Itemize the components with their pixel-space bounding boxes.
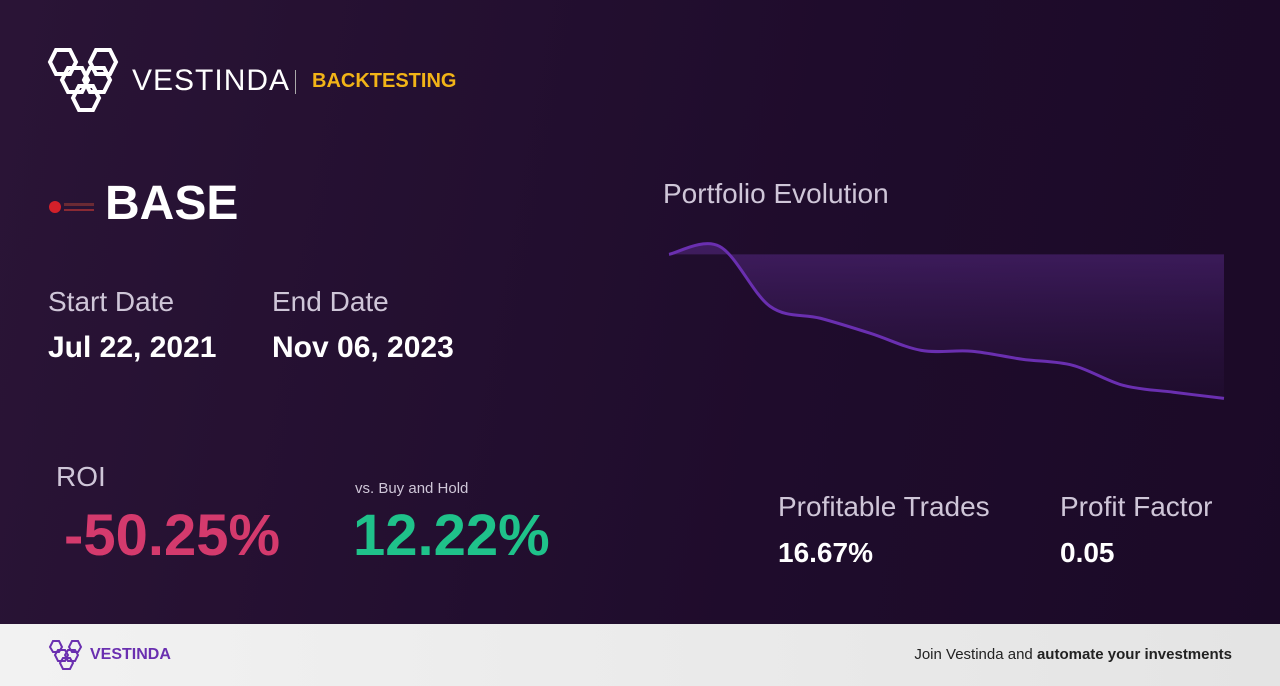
trades-value: 16.67% [778, 537, 873, 568]
portfolio-line [668, 242, 1225, 400]
end-date: Nov 06, 2023 [272, 331, 454, 364]
factor-value: 0.05 [1060, 537, 1115, 568]
logo [47, 48, 119, 112]
section: BACKTESTING [312, 70, 457, 92]
divider [295, 70, 296, 94]
start-label: Start Date [48, 286, 175, 317]
footer: VESTINDA Join Vestinda and automate your… [0, 624, 1280, 686]
start-date: Jul 22, 2021 [48, 331, 217, 364]
factor-label: Profit Factor [1060, 491, 1213, 522]
chart [668, 242, 1225, 400]
asset-icon [49, 201, 94, 213]
end-label: End Date [272, 286, 389, 317]
area-fill [669, 243, 1224, 399]
cta-bold: automate your investments [1036, 646, 1232, 663]
roi-label: ROI [56, 461, 106, 492]
trades-label: Profitable Trades [778, 491, 990, 522]
cta-text: Join Vestinda and [914, 646, 1037, 663]
footer-cta: Join Vestinda and automate your investme… [914, 646, 1232, 663]
footer-logo [48, 640, 83, 670]
roi-value: -50.25% [64, 503, 281, 568]
benchmark-label: vs. Buy and Hold [355, 480, 469, 497]
benchmark-value: 12.22% [353, 503, 550, 568]
chart-title: Portfolio Evolution [663, 178, 889, 209]
footer-brand: VESTINDA [90, 646, 171, 663]
asset: BASE [105, 177, 239, 230]
brand: VESTINDA [132, 64, 291, 97]
